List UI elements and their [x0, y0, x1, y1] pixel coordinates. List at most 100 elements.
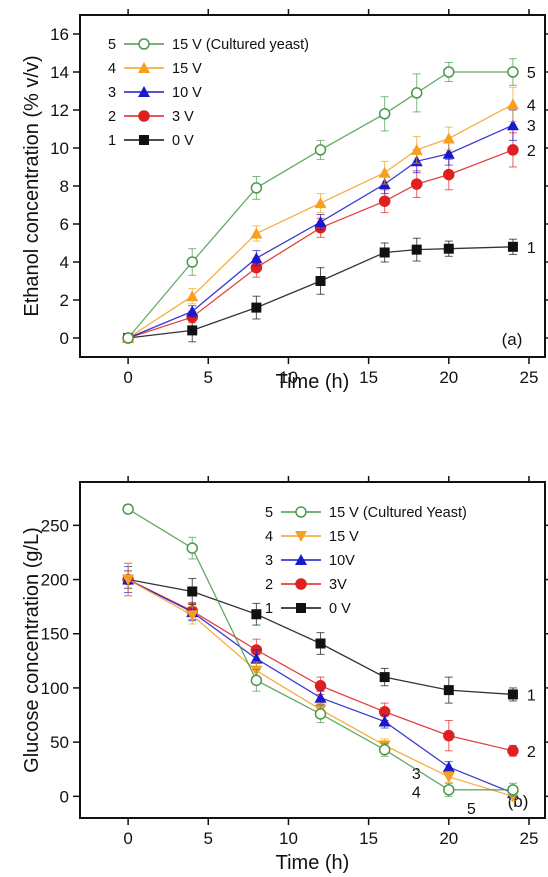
- legend-number: 2: [265, 577, 273, 593]
- series-end-label: 2: [527, 143, 536, 160]
- x-tick-label: 10: [279, 829, 298, 848]
- data-point: [250, 652, 263, 664]
- legend-number: 1: [108, 133, 116, 149]
- legend-label: 10V: [329, 553, 355, 569]
- legend-marker: [138, 62, 150, 73]
- data-point: [251, 302, 262, 313]
- data-point: [187, 586, 198, 597]
- legend-label: 15 V: [329, 529, 359, 545]
- data-point: [314, 680, 327, 692]
- series-end-label: 1: [527, 687, 536, 704]
- legend-number: 2: [108, 109, 116, 125]
- series-end-label: 4: [527, 97, 536, 114]
- data-point: [314, 197, 327, 209]
- y-tick-label: 16: [50, 25, 69, 44]
- series-line: [127, 149, 514, 339]
- x-tick-label: 0: [123, 829, 132, 848]
- y-tick-label: 10: [50, 139, 69, 158]
- data-point: [507, 689, 518, 700]
- series-end-label: 5: [467, 801, 476, 818]
- plot-frame: [79, 481, 546, 819]
- legend-marker: [138, 86, 150, 97]
- y-tick-label: 0: [60, 787, 69, 806]
- legend: 5 15 V (Cultured Yeast) 4 15 V 3 10V 2 3V 1 0 V: [265, 505, 467, 617]
- x-axis-label: Time (h): [276, 852, 350, 874]
- y-tick-label: 12: [50, 101, 69, 120]
- y-tick-label: 150: [41, 625, 69, 644]
- data-point: [314, 691, 327, 703]
- series-line: [127, 103, 514, 339]
- legend-label: 0 V: [172, 133, 194, 149]
- y-axis-label: Glucose concentration (g/L): [21, 527, 43, 773]
- legend-marker: [295, 554, 307, 565]
- series-line: [127, 124, 514, 339]
- data-point: [410, 87, 423, 99]
- data-point: [442, 132, 455, 144]
- legend-marker: [295, 506, 307, 518]
- series-end-label: 4: [412, 784, 421, 801]
- data-point: [442, 771, 455, 783]
- x-axis-label: Time (h): [276, 371, 350, 393]
- x-tick-label: 0: [123, 368, 132, 387]
- x-tick-label: 5: [204, 829, 213, 848]
- legend: 5 15 V (Cultured yeast)4 15 V3 10 V2 3 V1 0 V: [108, 37, 309, 149]
- y-tick-label: 4: [60, 253, 69, 272]
- y-tick-label: 8: [60, 177, 69, 196]
- x-tick-label: 20: [439, 368, 458, 387]
- series-5: 5: [122, 58, 536, 344]
- data-point: [443, 66, 455, 78]
- legend-marker: [295, 578, 307, 590]
- data-point: [250, 182, 263, 194]
- legend-number: 5: [108, 37, 116, 53]
- legend-number: 4: [265, 529, 273, 545]
- series-line: [127, 578, 514, 752]
- data-point: [186, 305, 199, 317]
- x-tick-label: 25: [520, 368, 539, 387]
- data-point: [378, 743, 391, 756]
- data-point: [122, 332, 134, 344]
- legend-number: 1: [265, 601, 273, 617]
- data-point: [411, 244, 422, 255]
- data-point: [314, 216, 327, 228]
- data-point: [378, 715, 391, 727]
- data-point: [507, 241, 518, 252]
- data-point: [506, 119, 519, 131]
- y-axis-label: Ethanol concentration (% v/v): [21, 55, 43, 316]
- data-point: [506, 98, 519, 110]
- data-point: [443, 729, 455, 742]
- data-point: [314, 708, 327, 720]
- data-point: [251, 609, 262, 620]
- data-point: [442, 147, 455, 159]
- legend-label: 15 V: [172, 61, 202, 77]
- legend-marker: [139, 135, 149, 145]
- data-point: [122, 574, 135, 586]
- y-tick-label: 100: [41, 679, 69, 698]
- data-point: [315, 638, 326, 649]
- legend-number: 4: [108, 61, 116, 77]
- panel-label: (a): [502, 330, 523, 349]
- data-point: [314, 144, 327, 156]
- data-point: [186, 256, 198, 268]
- series-line: [128, 246, 513, 339]
- data-point: [378, 195, 391, 207]
- y-tick-label: 6: [60, 215, 69, 234]
- legend-marker: [138, 38, 150, 50]
- y-tick-label: 14: [50, 63, 69, 82]
- plot-frame: [79, 14, 546, 358]
- legend-label: 15 V (Cultured yeast): [172, 37, 309, 53]
- y-tick-label: 2: [60, 291, 69, 310]
- legend-label: 10 V: [172, 85, 202, 101]
- data-point: [443, 243, 454, 254]
- legend-number: 3: [108, 85, 116, 101]
- legend-label: 15 V (Cultured Yeast): [329, 505, 467, 521]
- data-point: [315, 276, 326, 286]
- data-point: [379, 672, 390, 683]
- data-point: [186, 290, 199, 302]
- series-end-label: 3: [527, 118, 536, 135]
- series-end-label: 2: [527, 744, 536, 761]
- legend-label: 3V: [329, 577, 347, 593]
- x-tick-label: 5: [204, 368, 213, 387]
- data-point: [187, 325, 198, 336]
- y-tick-label: 0: [60, 329, 69, 348]
